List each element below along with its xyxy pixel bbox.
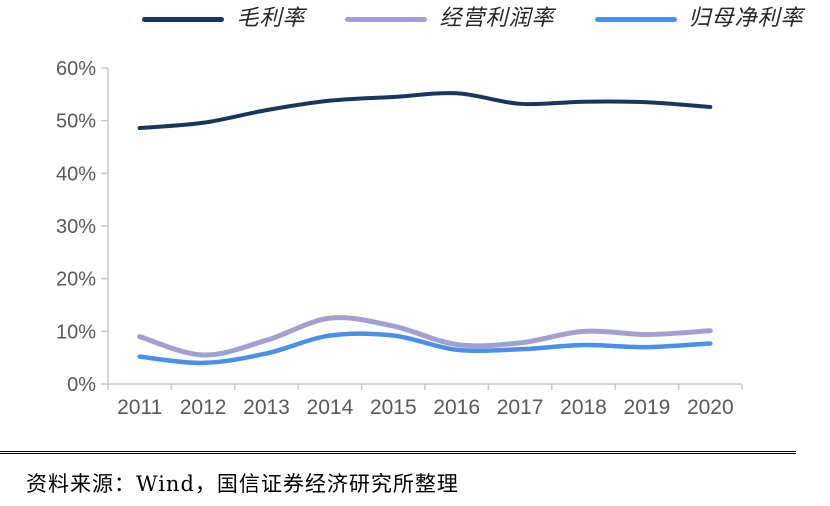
x-axis-label: 2020: [687, 396, 734, 419]
x-axis-label: 2016: [433, 396, 480, 419]
series-line-归母净利率: [137, 331, 713, 366]
legend-item-operating-margin: 经营利润率: [345, 8, 554, 30]
y-axis-label: 0%: [67, 374, 96, 396]
chart-legend: 毛利率 经营利润率 归母净利率: [58, 8, 830, 30]
y-axis-label: 60%: [56, 58, 96, 80]
x-axis-label: 2017: [497, 396, 544, 419]
legend-label-operating-margin: 经营利润率: [439, 6, 555, 31]
legend-item-gross-margin: 毛利率: [142, 8, 305, 30]
series-line-毛利率: [137, 91, 713, 131]
net-margin-line-swatch: [594, 16, 677, 22]
separator-line: [0, 451, 796, 454]
x-axis-label: 2019: [624, 396, 671, 419]
y-axis-label: 50%: [56, 111, 96, 133]
y-axis-label: 10%: [56, 321, 96, 343]
operating-margin-line-swatch: [345, 16, 428, 22]
legend-label-gross-margin: 毛利率: [236, 6, 306, 31]
x-axis-label: 2011: [117, 396, 162, 419]
x-axis-label: 2015: [370, 396, 417, 419]
legend-item-net-margin: 归母净利率: [594, 6, 804, 31]
x-axis-label: 2013: [243, 396, 290, 419]
line-chart-plot: 0% 10% 20% 30% 40% 50% 60% 2011 2012 2013 2014 2015…: [56, 58, 743, 419]
legend-label-net-margin: 归母净利率: [688, 6, 804, 31]
y-axis-label: 30%: [56, 216, 96, 238]
y-axis-label: 20%: [56, 269, 96, 291]
source-text: 资料来源：Wind，国信证券经济研究所整理: [26, 472, 459, 496]
x-axis-label: 2018: [560, 396, 607, 419]
series-line-经营利润率: [137, 315, 713, 358]
gross-margin-line-swatch: [142, 16, 225, 22]
x-axis-label: 2012: [180, 396, 227, 419]
y-axis-label: 40%: [56, 163, 96, 185]
x-axis-label: 2014: [307, 396, 354, 419]
